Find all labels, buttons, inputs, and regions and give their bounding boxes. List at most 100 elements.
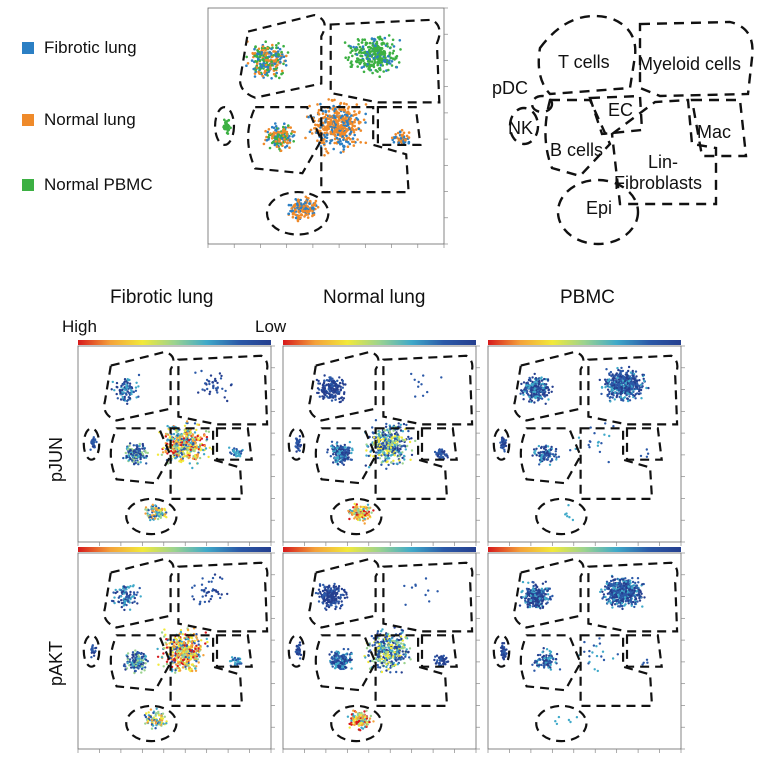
cell-point (165, 660, 169, 663)
cell-point (174, 669, 177, 672)
cell-point (324, 109, 327, 113)
cell-point (353, 502, 356, 506)
cell-point (364, 103, 368, 106)
cell-point (163, 715, 166, 718)
cell-point (164, 450, 167, 454)
cell-point (283, 122, 286, 125)
cell-point (325, 383, 328, 386)
cell-point (154, 727, 157, 730)
cell-point (165, 662, 169, 666)
cell-point (407, 429, 410, 433)
cell-point (118, 588, 121, 591)
cell-point (617, 383, 620, 386)
cell-point (338, 400, 341, 404)
cell-point (634, 370, 638, 373)
cell-point (182, 443, 185, 446)
cell-point (125, 591, 128, 594)
cell-point (198, 443, 202, 446)
cell-point (334, 390, 337, 393)
cell-point (177, 643, 180, 646)
cell-point (232, 449, 236, 452)
cell-point (627, 369, 630, 373)
cell-point (199, 449, 202, 452)
colorscale-bar (488, 340, 681, 345)
cell-point (177, 432, 180, 436)
cell-point (308, 130, 312, 134)
cell-point (389, 449, 392, 452)
cell-point (333, 130, 336, 133)
cell-point (374, 69, 378, 72)
cell-point (115, 392, 118, 396)
cell-point (341, 125, 344, 129)
cell-point (342, 148, 346, 151)
cell-point (174, 448, 178, 451)
cell-point (362, 65, 366, 68)
cell-point (264, 129, 267, 133)
cell-point (387, 434, 390, 437)
cell-point (90, 656, 93, 659)
cell-point (528, 384, 531, 388)
cell-point (279, 143, 283, 146)
cell-point (125, 588, 128, 591)
cell-point (399, 447, 402, 451)
cell-point (155, 724, 158, 727)
cell-point (344, 56, 347, 59)
expression-panel-pjun-pbmc (487, 345, 685, 546)
cell-point (340, 396, 344, 399)
cell-point (323, 125, 326, 129)
cell-point (537, 382, 540, 386)
cell-point (129, 590, 132, 594)
cell-point (151, 724, 155, 727)
cell-point (631, 377, 635, 380)
expression-panel-pjun-normal (282, 345, 480, 546)
cell-point (631, 383, 634, 386)
cell-point (136, 591, 139, 594)
cell-point (536, 385, 540, 388)
cell-point (196, 462, 199, 465)
cell-point (213, 573, 217, 576)
cell-point (226, 123, 229, 127)
cell-point (258, 59, 262, 63)
cell-point (551, 385, 554, 388)
cell-point (277, 133, 280, 137)
cell-point (180, 652, 183, 655)
cell-point (367, 466, 371, 469)
cell-point (384, 446, 388, 450)
cell-point (214, 379, 217, 383)
cell-point (326, 127, 330, 131)
cell-point (604, 422, 607, 425)
cell-point (332, 114, 336, 117)
cell-point (366, 503, 370, 506)
cell-point (550, 390, 553, 393)
cell-point (155, 707, 158, 710)
cell-point (133, 671, 136, 675)
cell-point (228, 660, 232, 663)
cell-point (320, 389, 324, 392)
cell-point (210, 595, 214, 598)
cell-point (189, 649, 193, 652)
cell-point (270, 60, 273, 63)
cell-point (395, 65, 399, 69)
cell-point (323, 379, 326, 382)
cell-point (600, 392, 603, 396)
cell-point (622, 381, 625, 385)
cell-point (611, 396, 614, 399)
cell-point (186, 628, 190, 631)
cell-point (233, 447, 236, 450)
cell-point (426, 390, 429, 394)
cell-point (280, 134, 283, 138)
cell-point (162, 665, 165, 668)
cell-point (133, 596, 136, 600)
cell-point (615, 386, 618, 390)
cell-point (381, 53, 384, 56)
cell-point (122, 398, 125, 402)
cell-point (227, 128, 230, 132)
cell-point (324, 390, 328, 393)
cell-point (186, 448, 189, 451)
cell-point (345, 120, 349, 123)
cell-point (339, 445, 343, 449)
cell-point (165, 646, 169, 649)
cell-point (611, 388, 615, 392)
cell-point (190, 645, 193, 648)
cell-point (160, 656, 164, 659)
